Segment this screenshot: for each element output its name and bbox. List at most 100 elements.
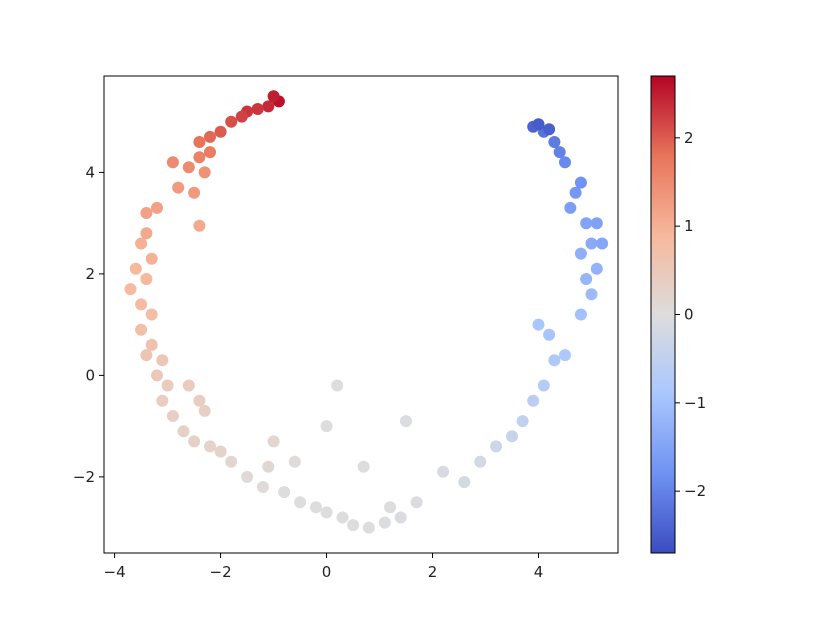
scatter-point [569,186,582,199]
colorbar-axis: −2 −1 0 1 2 [675,129,706,500]
colorbar-tick-label: −2 [684,482,706,500]
scatter-point [124,283,137,296]
scatter-point [145,338,158,351]
scatter-point [257,481,269,493]
colorbar-tick-label: 0 [684,306,694,324]
scatter-point [262,100,275,113]
y-tick-label: 4 [85,163,95,181]
scatter-point [574,308,587,321]
scatter-point [527,394,540,407]
scatter-point [394,511,407,524]
scatter-point [188,186,201,199]
scatter-point [193,151,206,164]
scatter-point [294,496,307,509]
scatter-point [516,415,529,428]
scatter-point [310,501,322,514]
x-tick-label: 2 [428,563,438,581]
scatter-point [135,323,148,336]
scatter-point [166,156,179,169]
scatter-point [193,219,206,232]
x-tick-label: 4 [534,563,544,581]
scatter-point [172,181,185,194]
colorbar-tick-label: 1 [684,217,694,235]
scatter-point [193,136,206,148]
scatter-point [198,404,211,417]
x-tick-label: −4 [104,563,126,581]
scatter-point [267,435,280,448]
scatter-point [458,476,471,488]
scatter-point [251,103,264,115]
scatter-point [151,369,163,382]
scatter-point [241,470,254,483]
y-tick-label: 2 [85,265,95,283]
scatter-point [553,146,566,159]
scatter-point [574,247,587,260]
x-tick-label: −2 [210,563,232,581]
scatter-point [347,519,360,532]
scatter-point [437,465,450,478]
scatter-point [288,455,301,468]
scatter-point [590,217,603,230]
scatter-point [214,445,227,458]
scatter-point [596,237,609,250]
scatter-point [129,262,142,275]
scatter-point [548,136,561,148]
scatter-point [204,130,216,143]
scatter-point [362,521,375,534]
scatter-point [580,217,593,230]
colorbar [650,75,676,554]
scatter-point [564,201,577,214]
scatter-point [543,123,556,136]
scatter-point [156,394,169,407]
scatter-point [267,90,280,103]
scatter-point [548,354,561,367]
scatter-point [140,207,153,219]
scatter-point [378,516,391,529]
scatter-point [384,501,397,514]
y-tick-label: −2 [73,468,95,486]
scatter-point [198,166,211,179]
scatter-point [585,288,598,301]
scatter-point [161,379,174,392]
scatter-point [580,273,593,285]
x-axis: −4 −2 0 2 4 [104,553,544,581]
scatter-point [474,455,487,468]
scatter-point [145,308,158,321]
scatter-point [320,420,333,433]
scatter-point [188,435,201,448]
scatter-point [145,252,158,265]
scatter-point [559,156,571,169]
scatter-point [156,354,169,367]
colorbar-tick-label: 2 [684,129,694,147]
scatter-point [214,125,227,138]
scatter-point [357,460,370,473]
scatter-point [225,455,238,468]
scatter-point [177,425,190,438]
scatter-point [140,273,153,285]
scatter-point [543,328,556,341]
scatter-points [124,90,609,534]
scatter-point [532,118,545,131]
y-tick-label: 0 [85,366,95,384]
y-axis: −2 0 2 4 [73,163,104,486]
scatter-point [182,379,195,392]
scatter-point [506,430,518,443]
scatter-point [140,227,153,240]
scatter-point [574,176,587,189]
scatter-point [225,115,238,128]
scatter-point [204,440,216,453]
scatter-point [182,161,195,174]
scatter-point [262,460,275,473]
scatter-point [590,262,603,275]
scatter-point [320,506,333,519]
scatter-point [537,379,550,392]
scatter-point [400,415,412,428]
scatter-point [532,318,545,331]
scatter-point [204,146,216,159]
scatter-point [193,394,206,407]
scatter-point [140,349,153,362]
scatter-point [151,201,163,214]
scatter-point [490,440,503,453]
colorbar-tick-label: −1 [684,394,706,412]
